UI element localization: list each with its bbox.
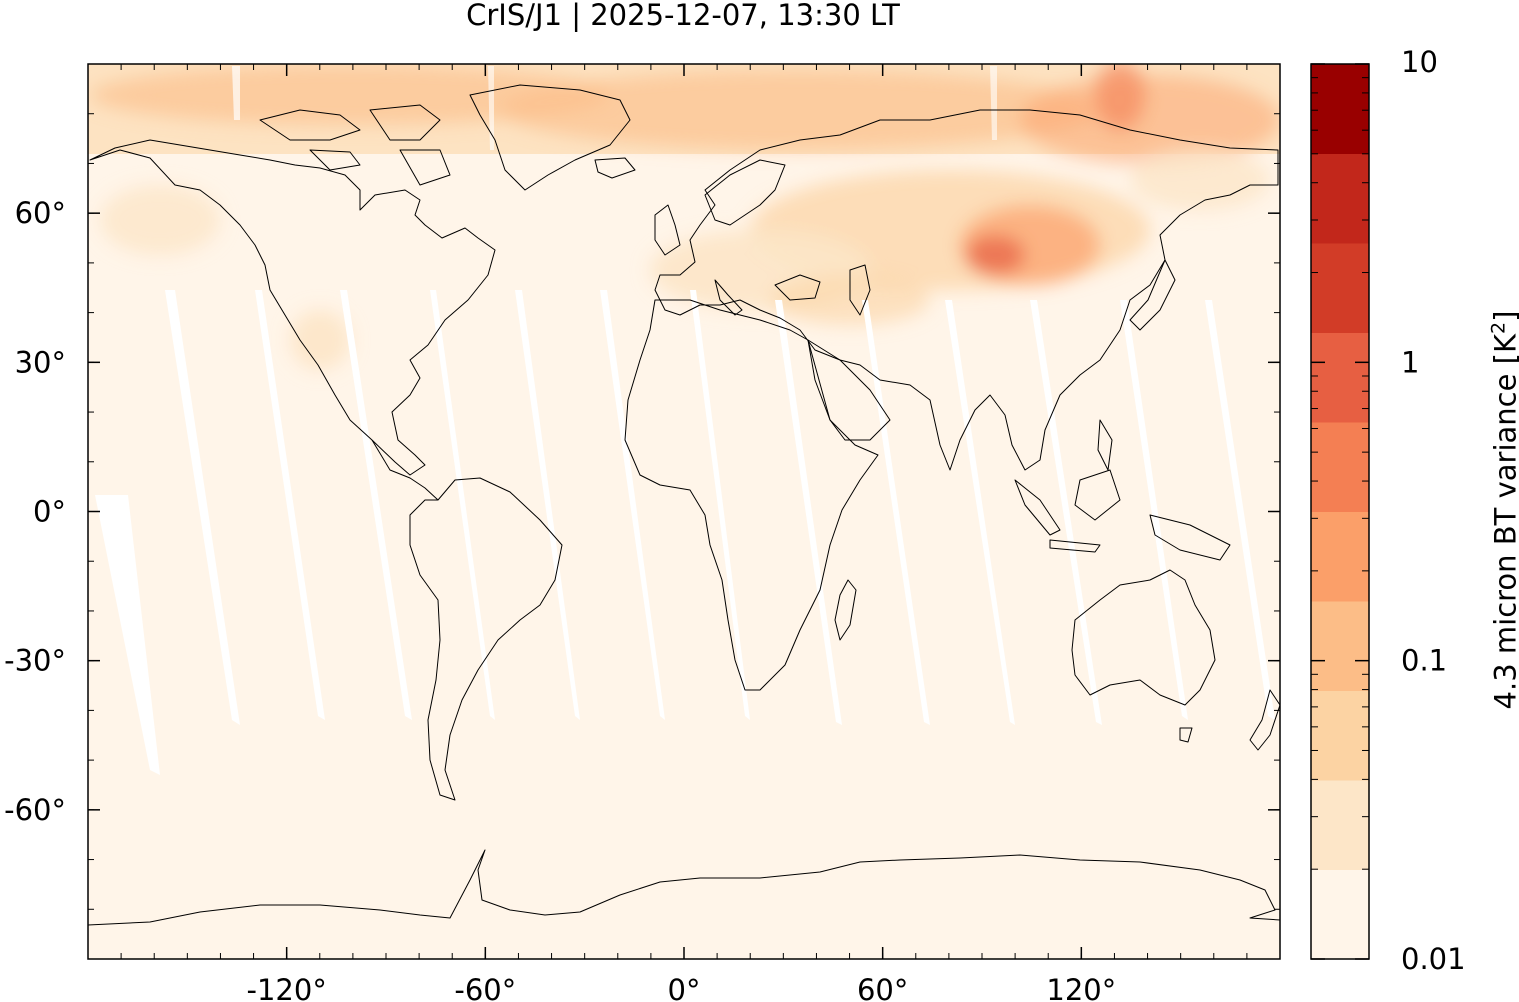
- colorbar-tick-label: 10: [1401, 45, 1438, 79]
- coast-tasmania: [1179, 727, 1193, 743]
- map-area: [88, 64, 1280, 959]
- coast-arctic-islands: [259, 104, 451, 186]
- major-ticks: [88, 64, 1280, 959]
- colorbar-tick-labels: 10 1 0.1 0.01: [1401, 45, 1466, 976]
- coast-greenland: [469, 84, 631, 191]
- coast-philippines: [1097, 419, 1113, 471]
- coast-borneo: [1074, 469, 1121, 521]
- coast-new-guinea: [1149, 514, 1231, 561]
- coast-antarctica: [88, 849, 1280, 926]
- x-tick-label: -120°: [247, 973, 327, 1002]
- coast-sumatra: [1014, 479, 1061, 536]
- colorbar-tick-label: 0.01: [1401, 942, 1466, 976]
- colorbar-label: 4.3 micron BT variance [K2]: [1487, 310, 1519, 710]
- map-frame: -120° -60° 0° 60° 120° 60° 30° 0° -30° -60°: [4, 63, 1281, 1002]
- coast-australia: [1071, 569, 1216, 706]
- colorbar-bin: [1311, 511, 1369, 602]
- x-tick-label: 120°: [1046, 973, 1116, 1002]
- coast-italy: [714, 279, 743, 316]
- coast-new-zealand: [1249, 689, 1280, 751]
- colorbar-bin: [1311, 869, 1369, 960]
- colorbar-bin: [1311, 690, 1369, 781]
- coast-central-america: [371, 439, 439, 501]
- x-tick-labels: -120° -60° 0° 60° 120°: [247, 973, 1117, 1002]
- coast-japan: [1129, 259, 1176, 331]
- colorbar-bin: [1311, 422, 1369, 512]
- coastlines: [88, 84, 1280, 926]
- coast-south-america: [409, 477, 563, 801]
- swath-gaps: [95, 66, 1275, 775]
- colorbar-bin: [1311, 243, 1369, 333]
- y-tick-label: 30°: [15, 345, 66, 379]
- variance-patches: [90, 64, 1280, 370]
- map-title: CrIS/J1 | 2025-12-07, 13:30 LT: [466, 0, 900, 32]
- coast-madagascar: [834, 579, 857, 641]
- y-tick-label: 60°: [15, 196, 66, 230]
- coast-uk: [654, 204, 681, 256]
- colorbar-bins: [1311, 64, 1369, 960]
- coast-iceland: [594, 157, 636, 179]
- coast-eurasia: [654, 109, 1279, 471]
- colorbar-frame: [1310, 63, 1370, 960]
- x-tick-label: 60°: [857, 973, 908, 1002]
- colorbar: 10 1 0.1 0.01: [1310, 45, 1466, 976]
- y-tick-label: -30°: [4, 644, 66, 678]
- coast-caspian: [849, 264, 871, 316]
- coast-java: [1049, 539, 1101, 553]
- x-tick-label: -60°: [454, 973, 516, 1002]
- coast-scandinavia: [704, 159, 786, 226]
- x-tick-label: 0°: [668, 973, 701, 1002]
- coast-north-america: [89, 139, 496, 476]
- y-tick-labels: 60° 30° 0° -30° -60°: [4, 196, 66, 827]
- colorbar-bin: [1311, 153, 1369, 244]
- colorbar-tick-label: 1: [1401, 345, 1419, 379]
- colorbar-bin: [1311, 64, 1369, 154]
- colorbar-ticks: [1311, 63, 1369, 960]
- y-tick-label: -60°: [4, 793, 66, 827]
- colorbar-tick-label: 0.1: [1401, 644, 1447, 678]
- colorbar-bin: [1311, 780, 1369, 870]
- coast-arabia: [807, 339, 891, 441]
- colorbar-bin: [1311, 332, 1369, 423]
- coast-black-sea: [774, 274, 821, 301]
- colorbar-bin: [1311, 601, 1369, 691]
- y-tick-label: 0°: [33, 495, 66, 529]
